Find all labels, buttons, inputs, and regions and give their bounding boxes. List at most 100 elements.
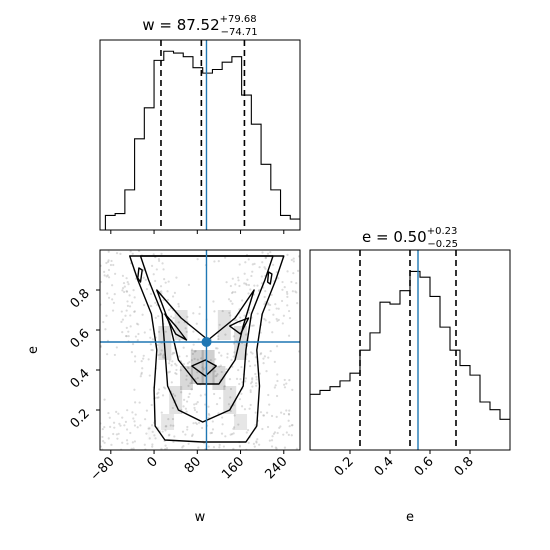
- contour-7: [266, 271, 273, 285]
- scatter-point: [164, 429, 167, 432]
- scatter-point: [186, 428, 189, 431]
- scatter-point: [157, 315, 160, 318]
- scatter-point: [233, 351, 236, 354]
- scatter-point: [225, 281, 228, 284]
- scatter-point: [243, 408, 247, 411]
- scatter-point: [194, 377, 197, 381]
- scatter-point: [231, 277, 234, 280]
- scatter-point: [137, 332, 140, 336]
- scatter-point: [229, 314, 232, 317]
- scatter-point: [108, 416, 111, 419]
- scatter-point: [243, 272, 246, 275]
- scatter-point: [129, 431, 132, 435]
- scatter-point: [288, 379, 291, 382]
- scatter-point: [192, 422, 195, 425]
- scatter-point: [234, 283, 237, 286]
- e-title-prefix: e =: [362, 228, 393, 246]
- scatter-point: [105, 261, 108, 265]
- scatter-point: [168, 362, 171, 365]
- scatter-point: [258, 372, 261, 375]
- scatter-point: [168, 433, 171, 436]
- density-block-4: [190, 350, 204, 384]
- scatter-point: [227, 298, 231, 301]
- e-hist-xtick-label-3: 0.8: [452, 454, 477, 479]
- scatter-point: [215, 374, 218, 377]
- scatter-point: [149, 328, 152, 331]
- w-histogram-layer: [104, 40, 300, 230]
- scatter-point: [228, 378, 232, 381]
- scatter-point: [269, 349, 272, 353]
- scatter-point: [228, 311, 231, 314]
- scatter-point: [212, 446, 216, 449]
- scatter-point: [175, 372, 178, 376]
- scatter-point: [253, 445, 256, 448]
- scatter-point: [260, 282, 264, 285]
- scatter-point: [232, 432, 235, 435]
- scatter-point: [150, 264, 154, 267]
- scatter-point: [250, 380, 254, 384]
- scatter-point: [149, 304, 152, 307]
- scatter-point: [195, 410, 198, 414]
- scatter-point: [152, 253, 155, 256]
- scatter-point: [130, 351, 133, 354]
- scatter-point: [128, 305, 132, 308]
- scatter-point: [237, 368, 240, 372]
- scatter-point: [194, 349, 197, 353]
- scatter-point: [270, 439, 274, 442]
- scatter-point: [251, 385, 254, 388]
- scatter-point: [140, 371, 143, 374]
- scatter-point: [133, 424, 137, 427]
- scatter-point: [115, 346, 118, 349]
- scatter-point: [126, 409, 129, 412]
- scatter-point: [103, 426, 106, 429]
- scatter-point: [276, 379, 279, 383]
- scatter-point: [171, 351, 175, 354]
- scatter-point: [150, 424, 154, 427]
- scatter-point: [150, 403, 153, 407]
- scatter-point: [121, 441, 124, 444]
- scatter-point: [208, 414, 211, 417]
- scatter-point: [107, 259, 110, 262]
- scatter-point: [251, 352, 254, 355]
- scatter-point: [173, 435, 176, 438]
- scatter-point: [165, 425, 168, 428]
- scatter-point: [295, 447, 299, 450]
- scatter-point: [231, 433, 234, 436]
- scatter-point: [186, 315, 189, 318]
- scatter-point: [111, 284, 114, 287]
- scatter-point: [199, 357, 203, 360]
- scatter-point: [296, 302, 299, 305]
- scatter-point: [175, 276, 178, 279]
- scatter-point: [251, 324, 254, 327]
- scatter-point: [264, 319, 267, 322]
- scatter-point: [261, 251, 264, 254]
- scatter-point: [134, 413, 137, 416]
- scatter-point: [148, 374, 151, 377]
- scatter-point: [220, 370, 223, 374]
- scatter-point: [181, 430, 185, 433]
- density-layer: [158, 310, 248, 430]
- scatter-point: [267, 356, 270, 359]
- scatter-point: [115, 410, 118, 414]
- scatter-point: [148, 437, 151, 440]
- scatter-point: [279, 425, 282, 428]
- scatter-point: [111, 298, 114, 301]
- scatter-point: [234, 291, 237, 294]
- scatter-point: [111, 309, 115, 312]
- scatter-point: [125, 335, 128, 338]
- scatter-point: [232, 426, 236, 429]
- scatter-point: [261, 261, 264, 264]
- scatter-point: [287, 419, 290, 422]
- scatter-point: [249, 351, 253, 354]
- scatter-point: [237, 423, 240, 426]
- scatter-point: [100, 280, 103, 284]
- scatter-point: [254, 356, 257, 359]
- scatter-point: [237, 279, 240, 282]
- contour-1: [139, 255, 274, 423]
- scatter-point: [196, 376, 199, 380]
- scatter-point: [123, 424, 126, 427]
- scatter-point: [291, 290, 294, 293]
- scatter-point: [217, 351, 221, 354]
- scatter-point: [275, 447, 278, 450]
- scatter-point: [149, 336, 152, 339]
